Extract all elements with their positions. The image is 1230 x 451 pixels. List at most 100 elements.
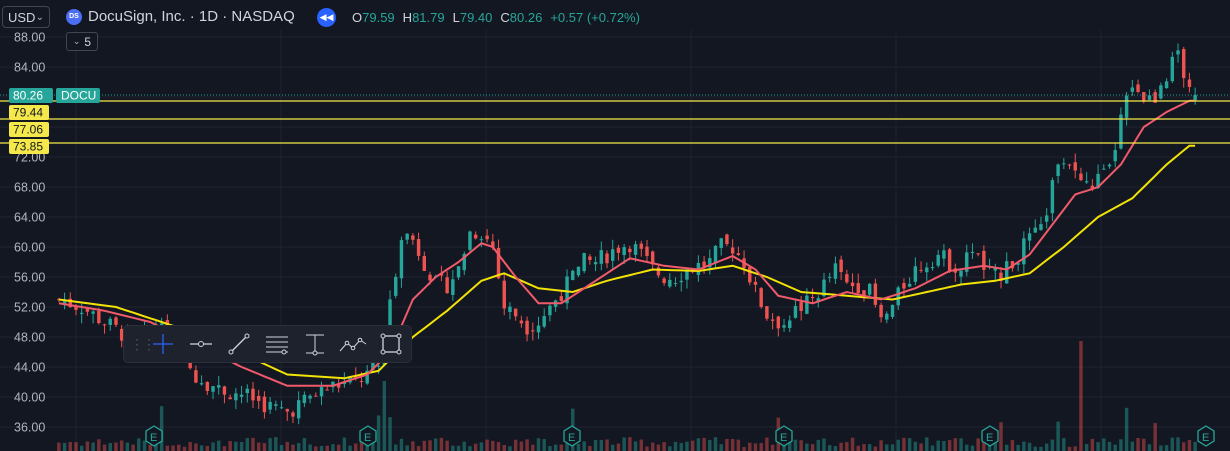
earnings-marker-icon[interactable]: E bbox=[981, 425, 999, 447]
rectangle-tool-icon[interactable] bbox=[372, 329, 410, 359]
volume-bar bbox=[793, 439, 798, 451]
symbol-badge bbox=[56, 88, 100, 103]
candle-body bbox=[536, 325, 541, 333]
volume-bar bbox=[925, 437, 929, 451]
parallel-channel-tool-icon[interactable] bbox=[258, 329, 296, 359]
volume-bar bbox=[262, 443, 267, 451]
replay-icon[interactable]: ◀◀ bbox=[317, 8, 336, 27]
volume-bar bbox=[445, 440, 449, 451]
earnings-marker-icon[interactable]: E bbox=[145, 425, 163, 447]
candle-body bbox=[622, 247, 626, 256]
volume-bar bbox=[936, 440, 940, 451]
volume-bar bbox=[1016, 444, 1020, 451]
candle-body bbox=[565, 276, 569, 304]
earnings-marker-shape bbox=[563, 425, 581, 447]
volume-bar bbox=[873, 446, 878, 451]
volume-bar bbox=[708, 439, 712, 451]
earnings-marker-icon[interactable]: E bbox=[359, 425, 377, 447]
symbol-title[interactable]: DocuSign, Inc. · 1D · NASDAQ bbox=[88, 8, 295, 25]
volume-bar bbox=[62, 442, 67, 451]
volume-bar bbox=[1176, 437, 1180, 451]
horizontal-ray-tool-icon[interactable] bbox=[182, 329, 220, 359]
candle-body bbox=[713, 245, 718, 263]
volume-bar bbox=[879, 440, 883, 451]
y-tick-label: 60.00 bbox=[14, 241, 45, 255]
volume-bar bbox=[531, 444, 535, 451]
trend-line-tool-icon[interactable] bbox=[220, 329, 258, 359]
volume-bar bbox=[291, 444, 295, 451]
volume-bar bbox=[993, 440, 998, 451]
earnings-marker-icon[interactable]: E bbox=[1197, 425, 1215, 447]
volume-bar bbox=[108, 442, 112, 451]
volume-bar bbox=[856, 445, 860, 451]
ohlc-item: H81.79 bbox=[403, 10, 445, 25]
volume-bar bbox=[548, 446, 552, 451]
candle-body bbox=[1027, 233, 1032, 241]
candle-body bbox=[456, 266, 461, 278]
candle-body bbox=[593, 262, 598, 265]
volume-bar bbox=[114, 442, 118, 451]
y-tick-label: 56.00 bbox=[14, 271, 45, 285]
pattern-tool-icon[interactable] bbox=[334, 329, 372, 359]
volume-bar bbox=[650, 442, 655, 451]
candle-body bbox=[947, 249, 952, 271]
candle-body bbox=[239, 394, 244, 397]
volume-bar bbox=[582, 441, 586, 451]
volume-bar bbox=[234, 441, 238, 451]
indicators-toggle-button[interactable]: ⌄ 5 bbox=[66, 32, 98, 51]
volume-bar bbox=[91, 442, 95, 451]
candle-body bbox=[913, 266, 918, 282]
ema-fast-line bbox=[58, 99, 1196, 387]
price-range-tool-icon[interactable] bbox=[296, 329, 334, 359]
volume-bar bbox=[382, 381, 387, 451]
candle-body bbox=[1107, 164, 1112, 167]
candle-body bbox=[1136, 84, 1140, 92]
volume-bar bbox=[953, 438, 958, 451]
earnings-marker-icon[interactable]: E bbox=[775, 425, 793, 447]
candle-body bbox=[308, 395, 312, 399]
volume-bar bbox=[57, 442, 61, 451]
earnings-marker-icon[interactable]: E bbox=[563, 425, 581, 447]
volume-bar bbox=[1113, 444, 1117, 451]
volume-bar bbox=[725, 439, 729, 451]
volume-bar bbox=[753, 443, 758, 451]
volume-bar bbox=[1096, 442, 1100, 451]
candle-body bbox=[62, 301, 67, 304]
ohlc-key: L bbox=[452, 10, 460, 25]
candle-body bbox=[1005, 261, 1009, 284]
crosshair-tool-icon[interactable] bbox=[144, 329, 182, 359]
candle-body bbox=[1164, 81, 1169, 89]
volume-bar bbox=[565, 443, 569, 451]
volume-bar bbox=[131, 444, 135, 451]
candle-body bbox=[1033, 227, 1037, 233]
candle-body bbox=[199, 383, 204, 385]
drag-handle-icon[interactable]: ⋮⋮ bbox=[130, 335, 156, 352]
volume-bar bbox=[616, 443, 621, 451]
candle-body bbox=[85, 308, 90, 312]
ohlc-value: 79.40 bbox=[459, 10, 493, 25]
volume-bar bbox=[217, 440, 221, 451]
candle-body bbox=[1102, 168, 1106, 170]
candle-body bbox=[399, 240, 404, 279]
volume-bar bbox=[182, 446, 187, 451]
candle-body bbox=[256, 395, 261, 401]
volume-bar bbox=[1119, 439, 1123, 451]
candle-body bbox=[896, 287, 900, 306]
volume-bar bbox=[845, 442, 849, 451]
volume-bar bbox=[799, 440, 803, 451]
volume-bar bbox=[999, 422, 1003, 451]
volume-bar bbox=[411, 441, 415, 451]
volume-bar bbox=[137, 438, 141, 451]
volume-bar bbox=[211, 442, 215, 451]
volume-bar bbox=[1062, 438, 1066, 451]
candle-body bbox=[97, 310, 101, 324]
volume-bar bbox=[279, 444, 284, 451]
candle-body bbox=[976, 253, 980, 255]
docusign-logo-icon: DS bbox=[66, 8, 82, 25]
volume-bar bbox=[822, 438, 826, 451]
volume-bar bbox=[662, 442, 666, 451]
volume-bar bbox=[593, 440, 598, 451]
currency-select[interactable]: USD ⌄ bbox=[2, 6, 50, 28]
candle-body bbox=[873, 283, 878, 305]
